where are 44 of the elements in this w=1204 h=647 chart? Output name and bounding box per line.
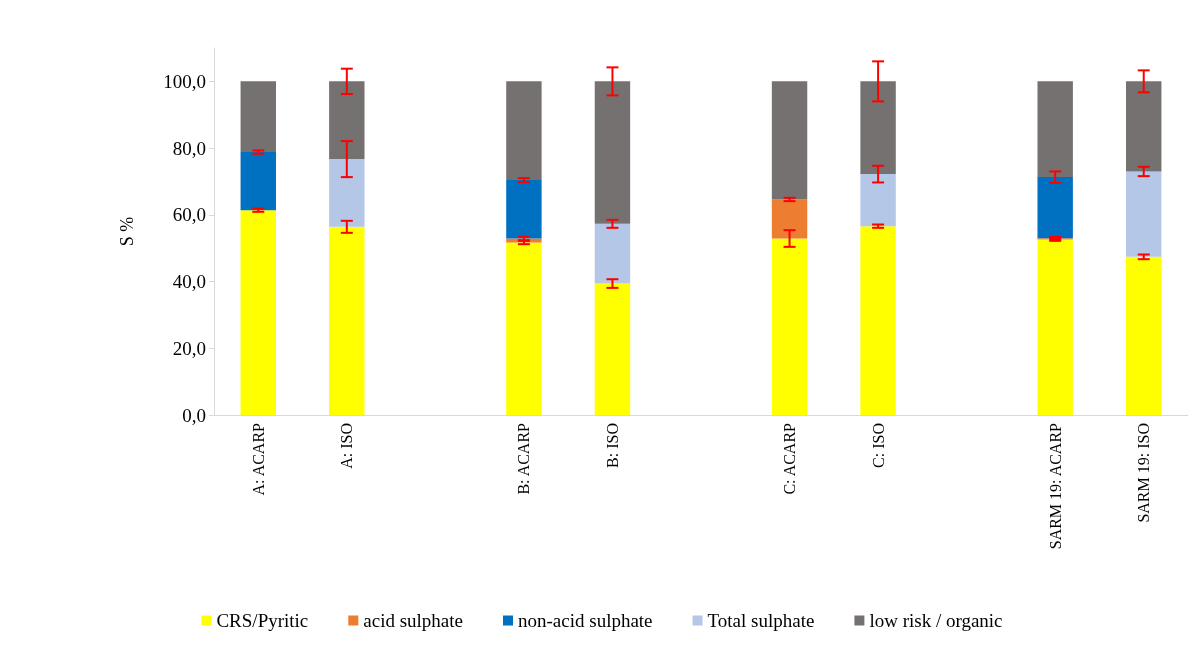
x-tick-label: SARM 19: ISO bbox=[1135, 423, 1153, 523]
bar bbox=[506, 242, 542, 415]
legend-label: non-acid sulphate bbox=[518, 610, 653, 631]
legend-label: CRS/Pyritic bbox=[216, 610, 309, 631]
y-tick-label: 0,0 bbox=[182, 404, 206, 426]
y-tick-label: 20,0 bbox=[172, 337, 206, 359]
bar bbox=[329, 81, 365, 160]
x-tick-label: C: ISO bbox=[869, 423, 887, 468]
legend-label: low risk / organic bbox=[869, 610, 1003, 631]
bar bbox=[329, 159, 365, 227]
bar bbox=[1126, 171, 1162, 257]
bar bbox=[860, 174, 896, 227]
bar bbox=[1037, 239, 1073, 415]
y-tick-label: 60,0 bbox=[172, 204, 206, 226]
legend-label: acid sulphate bbox=[363, 610, 464, 631]
bar bbox=[506, 81, 542, 181]
bar bbox=[240, 210, 276, 415]
y-tick-label: 40,0 bbox=[172, 271, 206, 293]
x-tick-label: B: ISO bbox=[603, 423, 621, 468]
bar bbox=[1037, 177, 1073, 239]
bar bbox=[329, 226, 365, 415]
x-tick-label: B: ACARP bbox=[515, 422, 533, 495]
y-tick-label: 100,0 bbox=[163, 70, 206, 92]
x-tick-label: A: ACARP bbox=[249, 422, 267, 496]
bar bbox=[1126, 256, 1162, 415]
x-tick-label: C: ACARP bbox=[781, 422, 799, 495]
bar bbox=[771, 238, 808, 415]
bar bbox=[240, 152, 276, 211]
y-tick-label: 80,0 bbox=[172, 137, 206, 159]
bar bbox=[240, 81, 276, 153]
x-tick-label: A: ISO bbox=[338, 423, 356, 469]
x-tick-label: SARM 19: ACARP bbox=[1046, 422, 1064, 550]
bar bbox=[1037, 81, 1073, 178]
bar bbox=[594, 81, 631, 224]
bar bbox=[1126, 81, 1162, 172]
bar bbox=[594, 223, 631, 284]
bar bbox=[506, 180, 542, 239]
bar bbox=[594, 283, 631, 415]
bar bbox=[860, 226, 896, 415]
bar bbox=[860, 81, 896, 175]
y-axis-title: S % bbox=[117, 216, 137, 247]
bar bbox=[771, 199, 808, 239]
legend-label: Total sulphate bbox=[707, 610, 815, 631]
bar bbox=[771, 81, 808, 200]
